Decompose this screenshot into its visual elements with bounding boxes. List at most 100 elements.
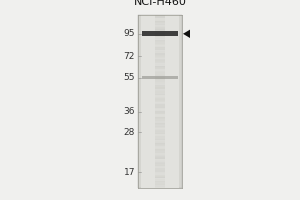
Bar [155, 49, 165, 50]
Bar [155, 66, 165, 67]
Bar [155, 89, 165, 90]
Bar [155, 179, 165, 180]
Bar [155, 77, 165, 78]
Bar [155, 171, 165, 172]
Bar [155, 38, 165, 39]
Bar [155, 16, 165, 18]
Bar [155, 32, 165, 33]
Bar [155, 106, 165, 108]
Bar [155, 98, 165, 100]
Bar [155, 111, 165, 113]
Bar [155, 33, 165, 34]
Bar [155, 74, 165, 76]
Text: 95: 95 [124, 29, 135, 38]
Bar [155, 96, 165, 97]
Bar [155, 133, 165, 134]
Bar [155, 146, 165, 147]
Bar [155, 92, 165, 94]
Bar [155, 18, 165, 19]
Bar [155, 48, 165, 50]
Bar [155, 45, 165, 46]
Bar [155, 101, 165, 102]
Bar [155, 142, 165, 143]
Bar [155, 168, 165, 169]
Bar [155, 46, 165, 47]
Bar [155, 160, 165, 161]
Bar [155, 129, 165, 130]
Bar [155, 27, 165, 29]
Bar [155, 151, 165, 153]
Bar [155, 167, 165, 168]
Bar [155, 109, 165, 110]
Bar [155, 103, 165, 104]
Bar [155, 85, 165, 87]
Text: 36: 36 [124, 107, 135, 116]
Bar [155, 25, 165, 26]
Bar [155, 184, 165, 185]
Bar [155, 175, 165, 176]
Bar [155, 60, 165, 62]
Bar [155, 100, 165, 102]
Bar [155, 150, 165, 152]
Bar [155, 34, 165, 35]
Bar [155, 119, 165, 121]
Bar [155, 72, 165, 73]
Bar [155, 122, 165, 123]
Bar [155, 140, 165, 141]
Bar [155, 107, 165, 108]
Bar [155, 143, 165, 144]
Bar [155, 75, 165, 76]
Bar [155, 51, 165, 52]
Bar [155, 110, 165, 111]
Bar [155, 20, 165, 21]
Bar [155, 130, 165, 131]
Bar [155, 42, 165, 44]
Bar [142, 76, 178, 79]
Bar [155, 116, 165, 117]
Bar [155, 144, 165, 146]
Bar [155, 104, 165, 106]
Bar [155, 125, 165, 127]
Bar [141, 15, 179, 188]
Bar [155, 52, 165, 53]
Bar [155, 34, 165, 36]
Bar [155, 78, 165, 79]
Bar [155, 44, 165, 45]
Bar [155, 149, 165, 151]
Bar [155, 83, 165, 84]
Text: 28: 28 [124, 128, 135, 137]
Bar [155, 40, 165, 41]
Bar [155, 108, 165, 109]
Bar [155, 176, 165, 178]
Bar [155, 79, 165, 80]
Bar [155, 181, 165, 182]
Bar [155, 128, 165, 129]
Bar [155, 39, 165, 40]
Bar [155, 148, 165, 149]
Bar [155, 170, 165, 172]
Bar [155, 68, 165, 69]
Bar [155, 86, 165, 88]
Bar [155, 87, 165, 89]
Bar [155, 81, 165, 82]
Bar [155, 24, 165, 25]
Bar [155, 54, 165, 56]
Bar [155, 157, 165, 159]
Bar [155, 36, 165, 37]
Bar [155, 82, 165, 83]
Bar [155, 164, 165, 166]
Bar [155, 80, 165, 82]
Bar [155, 70, 165, 71]
Bar [155, 127, 165, 128]
Bar [155, 155, 165, 157]
Bar [155, 135, 165, 136]
Bar [155, 93, 165, 95]
Bar [155, 137, 165, 139]
Bar [155, 104, 165, 105]
Bar [155, 132, 165, 134]
Bar [155, 159, 165, 160]
Bar [155, 172, 165, 173]
Bar [155, 112, 165, 114]
Bar [155, 71, 165, 72]
Bar [155, 123, 165, 125]
